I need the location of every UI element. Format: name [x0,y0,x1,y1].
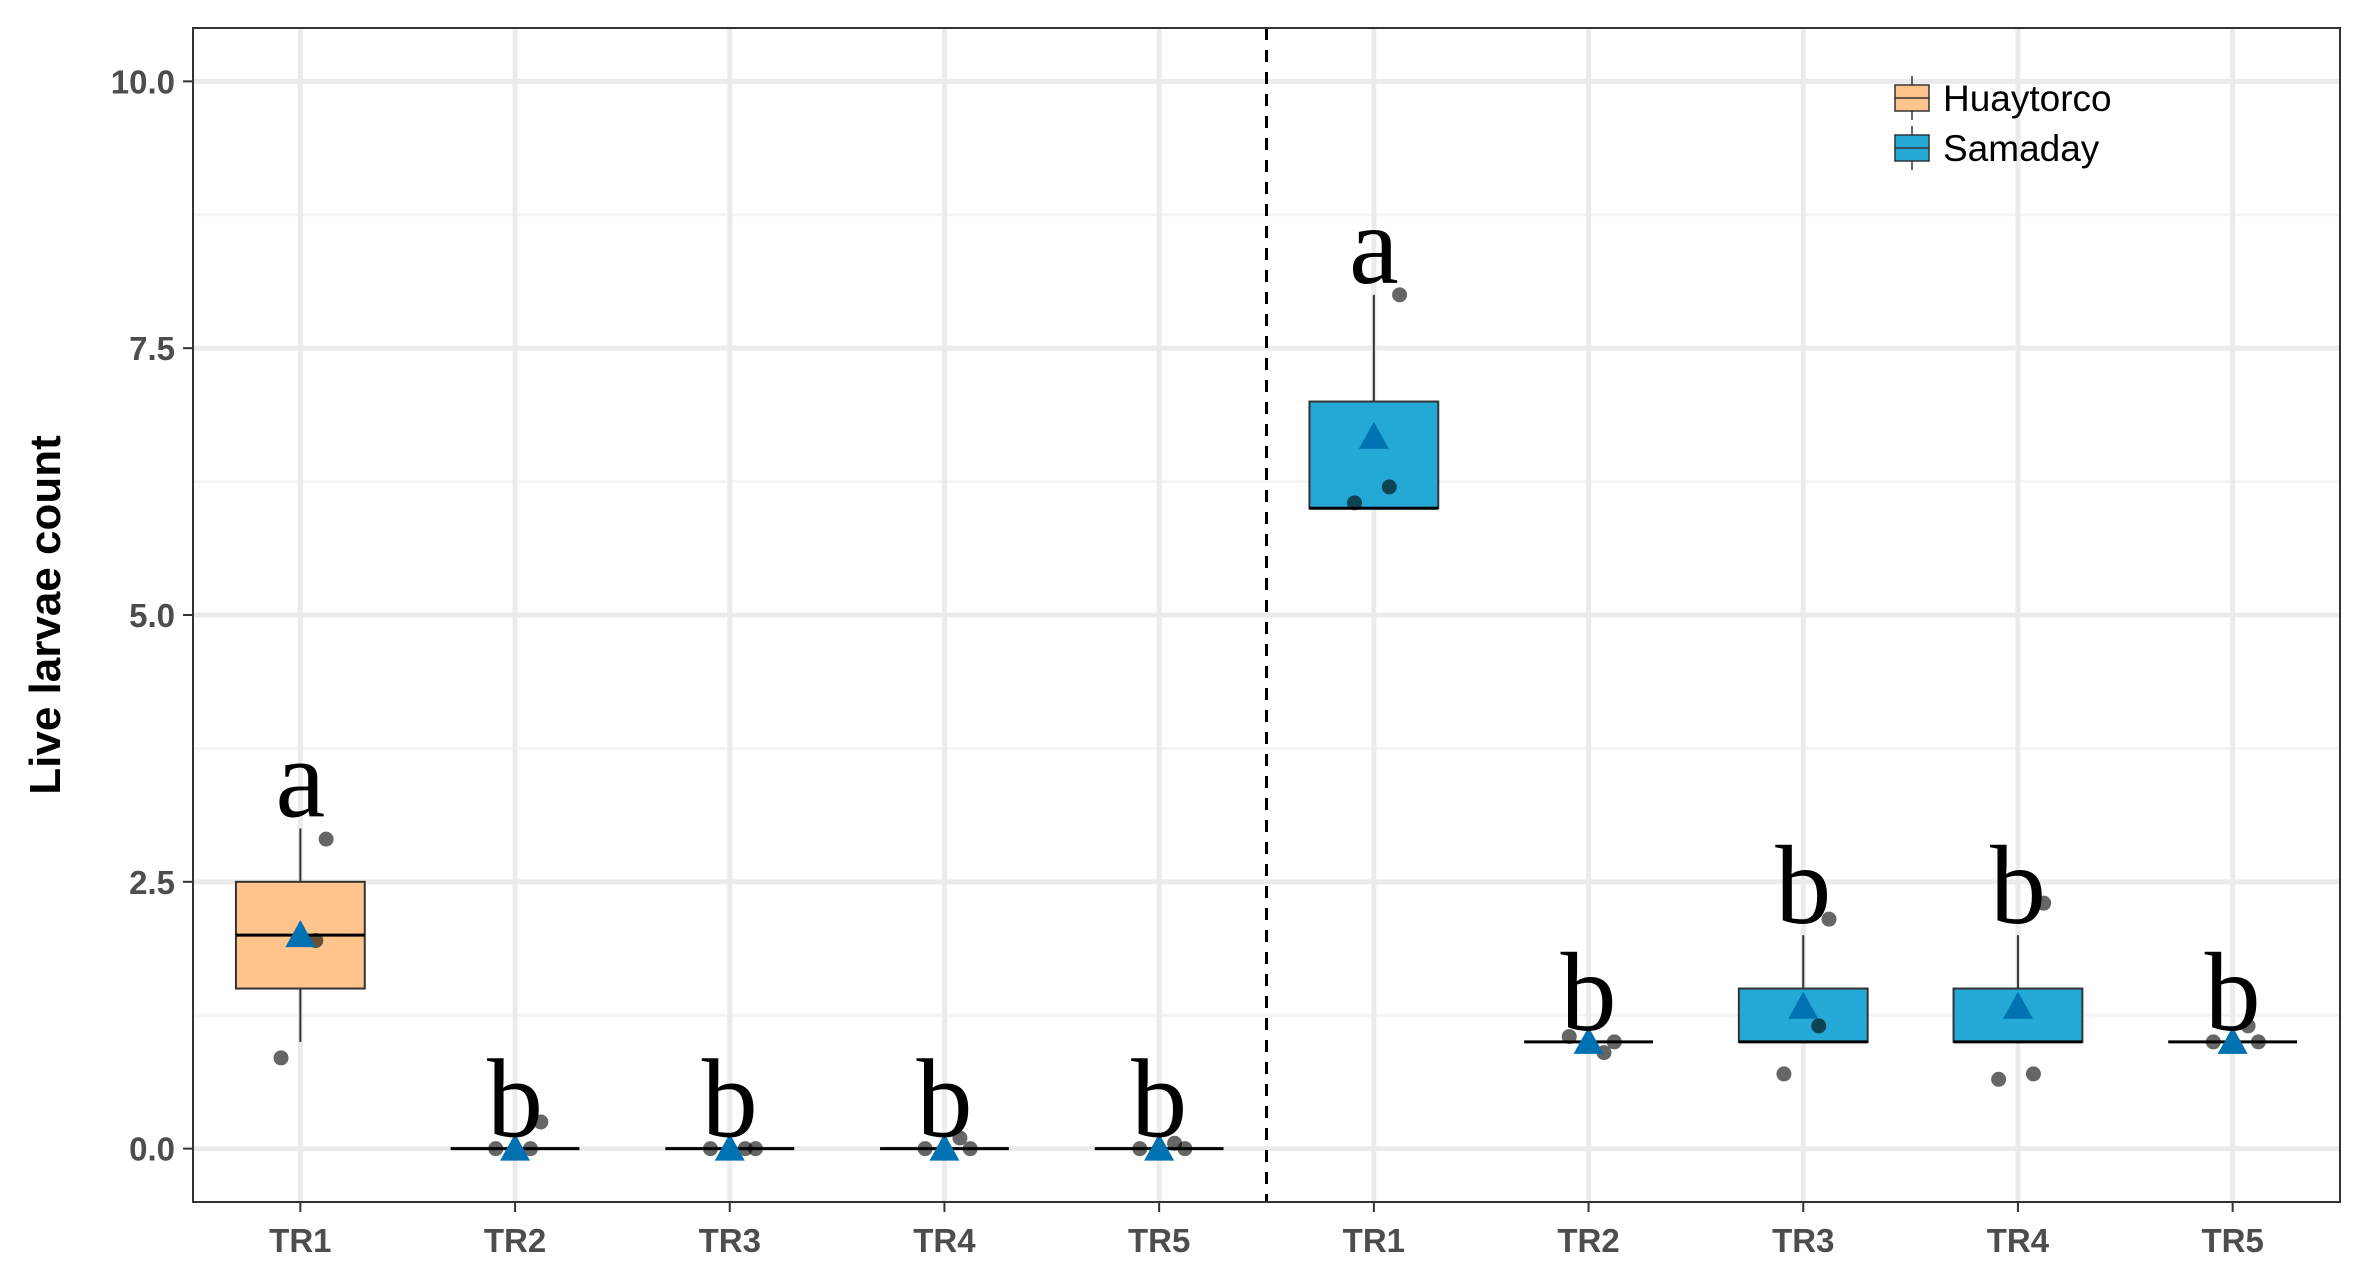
significance-letter: b [1990,824,2046,948]
x-tick-label: TR3 [699,1222,761,1259]
data-point [2205,1034,2221,1050]
legend-item-huaytorco: Huaytorco [1894,76,2112,120]
mean-marker [714,1133,745,1161]
data-point [1776,1066,1792,1082]
points-layer [273,287,2266,1161]
significance-letter: b [2205,931,2261,1055]
data-point [1347,495,1363,511]
x-tick-label: TR1 [1343,1222,1405,1259]
significance-letter: b [487,1038,543,1162]
legend: Huaytorco Samaday [1894,76,2112,170]
data-point [1561,1029,1577,1045]
data-point [952,1130,968,1146]
data-point [748,1141,764,1157]
data-point [737,1141,753,1157]
x-tick-label: TR4 [1987,1222,2050,1259]
mean-marker [500,1133,531,1161]
data-point [1991,1071,2007,1087]
mean-marker [1573,1026,1604,1054]
data-point [2250,1034,2266,1050]
data-point [1821,911,1837,927]
x-tick-label: TR1 [269,1222,331,1259]
data-point [533,1114,549,1130]
mean-marker [2002,991,2033,1019]
significance-letter: b [702,1038,758,1162]
legend-label: Huaytorco [1943,78,2112,119]
data-point [1132,1141,1148,1157]
mean-marker [2217,1026,2248,1054]
data-point [488,1141,504,1157]
mean-marker [1144,1133,1175,1161]
data-point [702,1141,718,1157]
data-point [318,831,334,847]
significance-letter: b [916,1038,972,1162]
y-tick-label: 2.5 [129,864,175,901]
legend-item-samaday: Samaday [1894,126,2100,170]
data-point [2025,1066,2041,1082]
data-point [523,1141,539,1157]
significance-letter: b [1131,1038,1187,1162]
data-point [1177,1141,1193,1157]
y-tick-label: 7.5 [129,330,175,367]
significance-letter: b [1561,931,1617,1055]
y-tick-label: 5.0 [129,597,175,634]
data-point [273,1050,289,1066]
data-point [2240,1018,2256,1034]
data-point [1606,1034,1622,1050]
data-point [1381,479,1397,495]
box-samaday-tr1 [1308,294,1440,510]
x-tick-label: TR2 [484,1222,546,1259]
data-point [2036,895,2052,911]
x-tick-label: TR2 [1557,1222,1619,1259]
box-samaday-tr4 [1952,935,2084,1044]
significance-letter: b [1775,824,1831,948]
x-tick-label: TR5 [2201,1222,2263,1259]
x-axis: TR1 TR2 TR3 TR4 TR5 TR1 TR2 TR3 TR4 TR5 [269,1202,2264,1259]
significance-letters: a b b b b a b b b b [275,184,2260,1162]
y-tick-label: 0.0 [129,1131,175,1168]
legend-label: Samaday [1943,128,2100,169]
x-tick-label: TR4 [913,1222,976,1259]
data-point [917,1141,933,1157]
box-samaday-tr3 [1737,935,1869,1044]
data-point [1392,287,1408,303]
y-axis: 0.0 2.5 5.0 7.5 10.0 [111,63,193,1168]
mean-marker [1358,421,1389,449]
data-point [962,1141,978,1157]
iqr-box [1308,400,1440,510]
y-tick-label: 10.0 [111,63,175,100]
data-point [1811,1018,1827,1034]
y-axis-title: Live larvae count [21,435,70,795]
significance-letter: a [275,717,325,841]
mean-marker [1788,991,1819,1019]
x-tick-label: TR5 [1128,1222,1190,1259]
mean-marker [929,1133,960,1161]
x-tick-label: TR3 [1772,1222,1834,1259]
significance-letter: a [1349,184,1399,308]
mean-marker [285,920,316,948]
